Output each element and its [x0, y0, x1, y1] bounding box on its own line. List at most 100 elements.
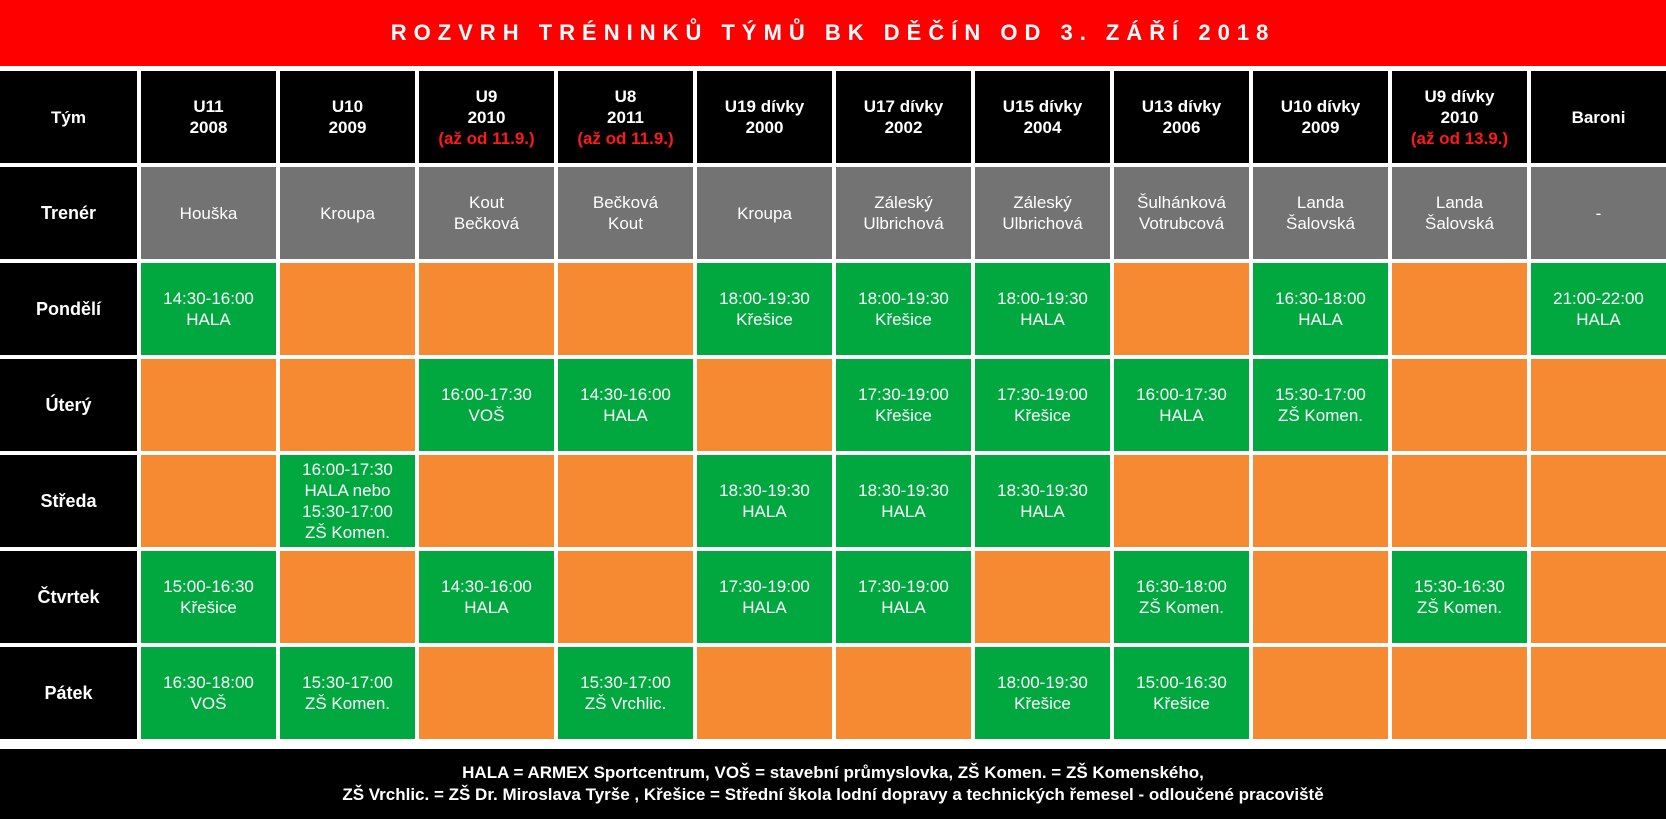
training-slot: 18:00-19:30 HALA [975, 263, 1110, 355]
coach-name: - [1595, 203, 1602, 223]
legend-line: ZŠ Vrchlic. = ZŠ Dr. Miroslava Tyrše , K… [342, 785, 1324, 804]
team-name: Baroni [1571, 107, 1626, 127]
empty-slot [1531, 551, 1666, 643]
empty-slot [1114, 455, 1249, 547]
empty-slot [697, 359, 832, 451]
training-slot: 14:30-16:00 HALA [558, 359, 693, 451]
team-name: U13 dívky [1141, 97, 1222, 116]
empty-slot [280, 359, 415, 451]
team-year: 2010 [1440, 107, 1479, 127]
training-slot: 17:30-19:00 HALA [697, 551, 832, 643]
slot-text: 18:30-19:30 [858, 481, 949, 500]
team-header: U15 dívky 2004 [975, 71, 1110, 163]
slot-text: 15:30-17:00 [580, 673, 671, 692]
coach-name: Kout [469, 193, 504, 212]
team-name: U9 dívky [1424, 86, 1495, 106]
coach-cell: Kroupa [280, 167, 415, 259]
empty-slot [141, 455, 276, 547]
coach-row-label: Trenér [0, 167, 137, 259]
empty-slot [419, 647, 554, 739]
day-name: Pondělí [35, 298, 101, 319]
legend: HALA = ARMEX Sportcentrum, VOŠ = stavebn… [0, 749, 1666, 819]
empty-slot [1531, 455, 1666, 547]
coach-name: Landa [1435, 193, 1484, 212]
slot-text: 16:00-17:30 [302, 460, 393, 479]
slot-text: ZŠ Komen. [1416, 598, 1503, 617]
team-name: U17 dívky [863, 97, 944, 116]
training-slot: 18:30-19:30 HALA [836, 455, 971, 547]
slot-text: 16:00-17:30 [441, 385, 532, 404]
coach-cell: Kroupa [697, 167, 832, 259]
training-slot: 16:30-18:00 HALA [1253, 263, 1388, 355]
slot-text: 17:30-19:00 [719, 577, 810, 596]
training-slot: 15:30-17:00 ZŠ Komen. [280, 647, 415, 739]
coach-cell: - [1531, 167, 1666, 259]
empty-slot [1392, 359, 1527, 451]
coach-name: Houška [179, 203, 238, 223]
slot-text: 16:30-18:00 [163, 673, 254, 692]
slot-text: 16:00-17:30 [1136, 385, 1227, 404]
slot-text: 15:30-17:00 [302, 502, 393, 521]
slot-text: VOŠ [190, 694, 227, 713]
coach-cell: Šulhánková Votrubcová [1114, 167, 1249, 259]
slot-text: 15:30-17:00 [1275, 385, 1366, 404]
team-year: 2008 [189, 118, 228, 137]
empty-slot [1114, 263, 1249, 355]
team-year: 2009 [328, 118, 367, 137]
team-year: 2004 [1023, 118, 1062, 137]
training-slot: 17:30-19:00 Křešice [975, 359, 1110, 451]
team-name: U10 dívky [1280, 97, 1361, 116]
slot-text: 15:30-16:30 [1414, 577, 1505, 596]
training-slot: 17:30-19:00 HALA [836, 551, 971, 643]
slot-text: 15:30-17:00 [302, 673, 393, 692]
empty-slot [280, 551, 415, 643]
training-slot: 15:00-16:30 Křešice [141, 551, 276, 643]
slot-text: 17:30-19:00 [997, 385, 1088, 404]
training-slot: 16:30-18:00 ZŠ Komen. [1114, 551, 1249, 643]
training-slot: 21:00-22:00 HALA [1531, 263, 1666, 355]
coach-name: Landa [1296, 193, 1345, 212]
team-name: U10 [331, 97, 364, 116]
slot-text: HALA [1020, 310, 1065, 329]
slot-text: HALA [881, 502, 926, 521]
slot-text: 18:00-19:30 [997, 673, 1088, 692]
team-header: U8 2011 (až od 11.9.) [558, 71, 693, 163]
day-label: Čtvrtek [0, 551, 137, 643]
slot-text: HALA [1298, 310, 1343, 329]
empty-slot [697, 647, 832, 739]
team-name: U8 [614, 86, 637, 106]
day-label: Pátek [0, 647, 137, 739]
empty-slot [1253, 551, 1388, 643]
coach-cell: Záleský Ulbrichová [836, 167, 971, 259]
slot-text: HALA [1020, 502, 1065, 521]
coach-name: Kout [608, 214, 643, 233]
training-slot: 17:30-19:00 Křešice [836, 359, 971, 451]
team-header: U17 dívky 2002 [836, 71, 971, 163]
coach-cell: Kout Bečková [419, 167, 554, 259]
team-header: U10 dívky 2009 [1253, 71, 1388, 163]
slot-text: 15:00-16:30 [163, 577, 254, 596]
training-slot: 18:00-19:30 Křešice [697, 263, 832, 355]
coach-name: Kroupa [320, 203, 375, 223]
slot-text: 18:00-19:30 [997, 289, 1088, 308]
slot-text: 15:00-16:30 [1136, 673, 1227, 692]
team-header-label: Tým [0, 71, 137, 163]
training-slot: 15:00-16:30 Křešice [1114, 647, 1249, 739]
coach-name: Šulhánková [1137, 193, 1226, 212]
empty-slot [558, 455, 693, 547]
day-name: Úterý [45, 394, 92, 415]
empty-slot [419, 455, 554, 547]
coach-cell: Bečková Kout [558, 167, 693, 259]
coach-cell: Landa Šalovská [1253, 167, 1388, 259]
slot-text: ZŠ Komen. [1277, 406, 1364, 425]
team-start-note: (až od 11.9.) [577, 128, 674, 148]
slot-text: 18:30-19:30 [719, 481, 810, 500]
day-label: Středa [0, 455, 137, 547]
empty-slot [1253, 647, 1388, 739]
legend-line: HALA = ARMEX Sportcentrum, VOŠ = stavebn… [462, 763, 1204, 782]
slot-text: 17:30-19:00 [858, 577, 949, 596]
training-slot: 18:00-19:30 Křešice [836, 263, 971, 355]
coach-name: Šalovská [1425, 214, 1494, 233]
empty-slot [1392, 455, 1527, 547]
empty-slot [836, 647, 971, 739]
